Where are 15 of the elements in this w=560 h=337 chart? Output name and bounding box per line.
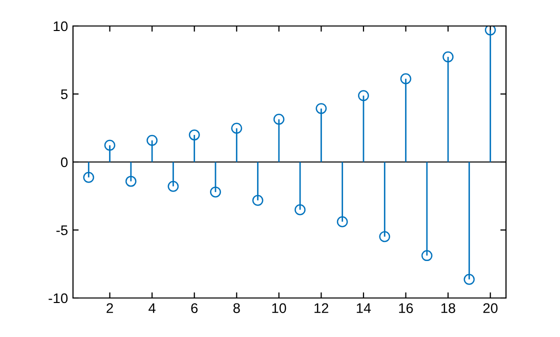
- x-tick-label: 12: [314, 303, 328, 313]
- x-tick-label: 4: [148, 303, 156, 313]
- x-tick-label: 8: [233, 303, 240, 314]
- x-tick-label: 18: [441, 303, 456, 314]
- y-tick-label: 5: [60, 89, 68, 100]
- x-tick-label: 6: [191, 303, 198, 314]
- y-tick-label: 10: [54, 21, 68, 32]
- y-tick-label: -10: [48, 293, 68, 304]
- y-tick-label: -5: [56, 225, 68, 236]
- x-tick-label: 16: [399, 303, 413, 314]
- x-tick-label: 10: [272, 303, 286, 314]
- x-tick-label: 2: [106, 303, 113, 313]
- x-tick-label: 20: [483, 303, 498, 314]
- x-tick-label: 14: [356, 303, 371, 313]
- y-tick-label: 0: [60, 157, 68, 168]
